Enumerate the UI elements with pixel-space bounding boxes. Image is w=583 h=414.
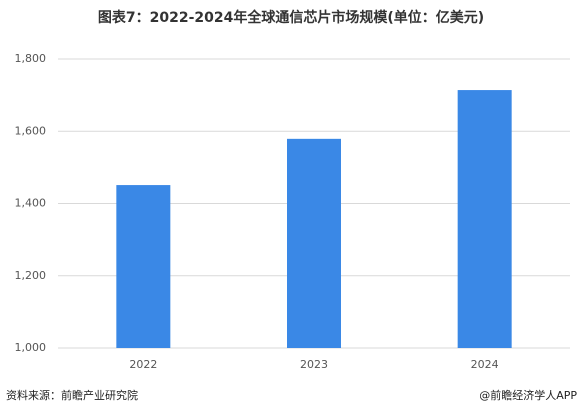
source: 资料来源：前瞻产业研究院 (6, 388, 138, 402)
y-tick-label: 1,800 (15, 52, 47, 65)
x-tick-label: 2024 (471, 358, 499, 371)
bar (457, 90, 512, 348)
y-tick-label: 1,600 (15, 124, 47, 137)
y-tick-label: 1,000 (15, 341, 47, 354)
credit: @前瞻经济学人APP (479, 388, 577, 402)
chart-title: 图表7：2022-2024年全球通信芯片市场规模(单位：亿美元) (98, 9, 484, 26)
y-tick-label: 1,400 (15, 197, 47, 210)
x-tick-label: 2023 (300, 358, 328, 371)
x-tick-label: 2022 (129, 358, 157, 371)
bar (287, 138, 341, 348)
y-tick-label: 1,200 (15, 269, 47, 282)
bar (116, 185, 171, 348)
